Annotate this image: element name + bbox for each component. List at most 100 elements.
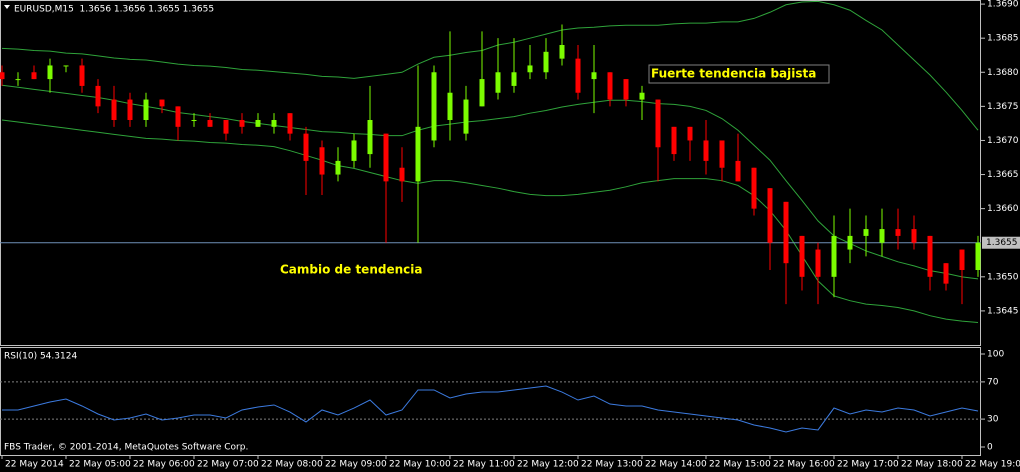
candle-body	[223, 120, 229, 134]
candle-body	[687, 126, 693, 141]
candle-body	[175, 106, 181, 127]
candle-body	[591, 72, 597, 80]
x-tick-label: 22 May 15:00	[709, 460, 771, 470]
rsi-line	[2, 385, 979, 433]
candle-body	[399, 167, 405, 182]
candle-body	[495, 72, 501, 93]
current-price-label: 1.3655	[986, 238, 1018, 248]
x-tick-label: 22 May 06:00	[133, 460, 195, 470]
y-tick-label: 100	[987, 350, 1004, 360]
candle-body	[351, 140, 357, 161]
y-tick-label: 1.3690	[987, 0, 1019, 10]
rsi-title: RSI(10) 54.3124	[4, 352, 77, 362]
candle-body	[527, 65, 533, 73]
candle-body	[47, 65, 53, 80]
y-tick-label: 1.3685	[987, 34, 1019, 44]
band-line	[1, 0, 979, 131]
candle-body	[623, 79, 629, 100]
candle-body	[255, 120, 261, 127]
candle-body	[463, 99, 469, 134]
x-tick-label: 22 May 19:00	[965, 460, 1020, 470]
x-tick-label: 22 May 13:00	[581, 460, 643, 470]
candle-body	[911, 229, 917, 243]
candle-body	[959, 249, 965, 270]
y-tick-label: 1.3665	[987, 170, 1019, 180]
candle-body	[207, 120, 213, 127]
footer: FBS Trader, © 2001-2014, MetaQuotes Soft…	[4, 443, 248, 453]
candle-body	[415, 126, 421, 182]
candle-body	[15, 79, 21, 81]
candle-body	[767, 188, 773, 243]
chart-title: EURUSD,M15 1.3656 1.3656 1.3655 1.3655	[14, 5, 214, 15]
y-tick-label: 70	[987, 377, 999, 387]
candle-body	[703, 140, 709, 161]
candle-body	[559, 45, 565, 59]
band-line	[1, 84, 979, 280]
candle-body	[0, 72, 5, 80]
x-tick-label: 22 May 16:00	[773, 460, 835, 470]
candle-body	[655, 99, 661, 148]
candle-body	[847, 235, 853, 250]
candle-body	[751, 167, 757, 209]
y-tick-label: 1.3650	[987, 272, 1019, 282]
x-tick-label: 22 May 08:00	[261, 460, 323, 470]
annotation: Cambio de tendencia	[280, 263, 422, 277]
candle-body	[799, 235, 805, 277]
main-frame	[0, 0, 981, 346]
candle-body	[815, 249, 821, 277]
candle-body	[431, 72, 437, 141]
candle-body	[143, 99, 149, 120]
candle-body	[95, 85, 101, 107]
candle-body	[287, 113, 293, 134]
y-tick-label: 1.3675	[987, 102, 1019, 112]
x-tick-label: 22 May 07:00	[197, 460, 259, 470]
menu-triangle	[4, 5, 10, 9]
candle-body	[31, 72, 37, 80]
candle-body	[639, 92, 645, 100]
current-price-box	[982, 236, 1020, 249]
candle-body	[383, 133, 389, 182]
candle-body	[111, 99, 117, 120]
candle-body	[607, 72, 613, 100]
candle-body	[303, 133, 309, 161]
annotation: Fuerte tendencia bajista	[651, 67, 816, 81]
candle-body	[863, 229, 869, 236]
candle-body	[927, 235, 933, 277]
candle-body	[127, 99, 133, 120]
candle-body	[975, 242, 981, 270]
candle-body	[63, 65, 69, 67]
y-tick-label: 1.3670	[987, 136, 1019, 146]
x-tick-label: 22 May 05:00	[69, 460, 131, 470]
x-tick-label: 22 May 11:00	[453, 460, 515, 470]
x-tick-label: 22 May 09:00	[325, 460, 387, 470]
band-line	[1, 119, 979, 323]
x-tick-label: 22 May 18:00	[901, 460, 963, 470]
x-tick-label: 22 May 2014	[5, 460, 64, 470]
candle-body	[831, 235, 837, 277]
candle-body	[367, 120, 373, 155]
x-tick-label: 22 May 14:00	[645, 460, 707, 470]
y-tick-label: 1.3660	[987, 204, 1019, 214]
y-tick-label: 0	[987, 443, 993, 453]
candle-body	[271, 120, 277, 127]
y-tick-label: 1.3645	[987, 306, 1019, 316]
x-tick-label: 22 May 10:00	[389, 460, 451, 470]
annotation-box	[648, 64, 830, 84]
candle-body	[735, 160, 741, 182]
candle-body	[447, 92, 453, 120]
candle-body	[191, 120, 197, 121]
candle-body	[783, 201, 789, 264]
rsi-frame	[0, 347, 981, 456]
candle-body	[671, 126, 677, 155]
candle-body	[511, 72, 517, 86]
candle-body	[335, 160, 341, 175]
candle-body	[239, 120, 245, 127]
candle-body	[943, 263, 949, 284]
x-tick-label: 22 May 12:00	[517, 460, 579, 470]
candle-body	[895, 229, 901, 236]
candle-body	[543, 51, 549, 73]
candle-body	[479, 79, 485, 107]
